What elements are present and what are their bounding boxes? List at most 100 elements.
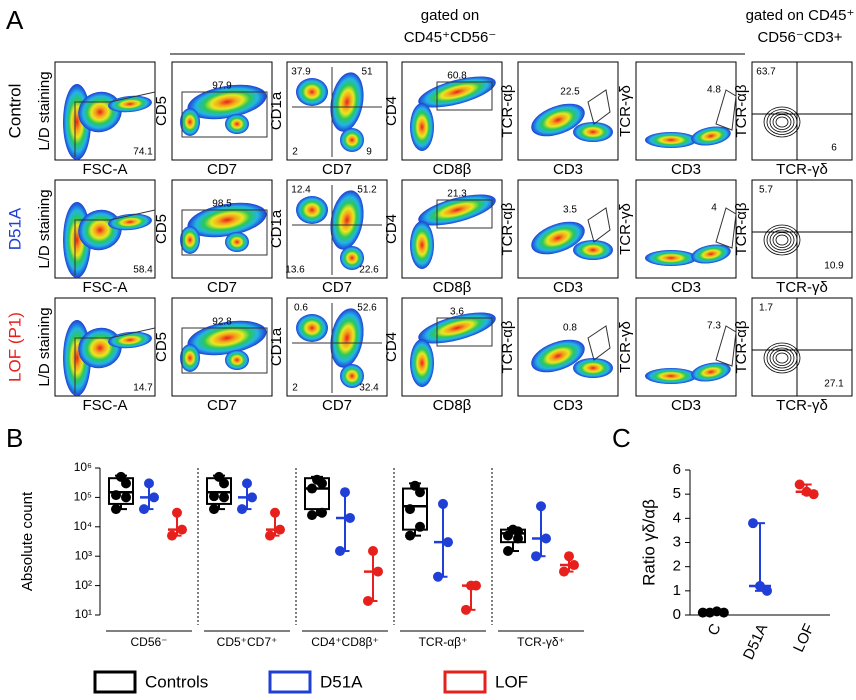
data-point bbox=[111, 490, 121, 501]
data-point bbox=[368, 546, 378, 557]
flow-plot: 92.8 CD7 CD5 bbox=[153, 297, 273, 414]
y-tick-label: 5 bbox=[673, 485, 681, 502]
gate-value: 14.7 bbox=[133, 383, 153, 394]
data-point bbox=[247, 492, 257, 503]
density-blob bbox=[418, 312, 496, 344]
density-blob bbox=[410, 103, 434, 151]
density-blob bbox=[645, 250, 697, 266]
flow-plot: 5.7 10.9 TCR-γδ TCR-αβ bbox=[733, 179, 853, 296]
x-axis-label: CD7 bbox=[322, 397, 352, 414]
flow-plot: 1.7 27.1 TCR-γδ TCR-αβ bbox=[733, 297, 853, 414]
y-axis-label: TCR-γδ bbox=[617, 203, 634, 255]
gate-value: 21.3 bbox=[447, 189, 467, 200]
data-point bbox=[503, 546, 513, 557]
x-axis-label: CD3 bbox=[553, 279, 583, 296]
density-blob bbox=[296, 78, 328, 106]
gate bbox=[715, 207, 737, 249]
y-axis-label: L/D staining bbox=[36, 71, 53, 150]
data-point bbox=[808, 489, 819, 500]
gate-value: 32.4 bbox=[359, 383, 379, 394]
gate bbox=[587, 207, 611, 243]
data-point bbox=[242, 478, 252, 489]
y-axis-label: TCR-αβ bbox=[733, 202, 750, 255]
x-tick-label: TCR-αβ⁺ bbox=[419, 635, 468, 649]
density-blob bbox=[573, 240, 613, 260]
contour bbox=[763, 224, 801, 256]
y-tick-label: 6 bbox=[673, 461, 681, 478]
gate-value: 2 bbox=[292, 383, 298, 394]
density-blob bbox=[691, 362, 731, 382]
y-axis-label: CD1a bbox=[268, 209, 285, 248]
gate bbox=[436, 317, 493, 347]
flow-plot: 14.7 FSC-A L/D staining bbox=[36, 297, 156, 414]
data-point bbox=[471, 580, 481, 591]
x-axis-label: CD7 bbox=[322, 279, 352, 296]
gate bbox=[715, 325, 737, 367]
data-point bbox=[718, 607, 729, 618]
gate-value: 22.5 bbox=[560, 87, 580, 98]
data-point bbox=[564, 551, 574, 562]
y-tick-label: 10¹ bbox=[75, 607, 92, 621]
y-tick-label: 10³ bbox=[75, 548, 92, 562]
flow-plot: 7.3 CD3 TCR-γδ bbox=[617, 297, 737, 414]
data-point bbox=[172, 507, 182, 518]
density-blob bbox=[418, 76, 496, 108]
flow-plot: 4 CD3 TCR-γδ bbox=[617, 179, 737, 296]
data-point bbox=[794, 479, 805, 490]
y-axis-label: CD5 bbox=[153, 96, 170, 126]
x-axis-label: CD3 bbox=[671, 161, 701, 178]
density-blob bbox=[330, 190, 364, 250]
data-point bbox=[209, 491, 219, 502]
x-axis-label: CD3 bbox=[671, 279, 701, 296]
gate-value: 3.6 bbox=[450, 307, 464, 318]
gate-value: 51 bbox=[361, 67, 373, 78]
density-blob bbox=[180, 108, 200, 136]
data-point bbox=[345, 512, 355, 523]
x-axis-label: CD7 bbox=[322, 161, 352, 178]
data-point bbox=[438, 498, 448, 509]
density-blob bbox=[531, 339, 585, 373]
data-point bbox=[559, 566, 569, 577]
contour bbox=[775, 116, 789, 128]
y-tick-label: 3 bbox=[673, 533, 681, 550]
y-tick-label: 1 bbox=[673, 582, 681, 599]
gate-value: 7.3 bbox=[707, 321, 721, 332]
contour bbox=[769, 347, 795, 369]
x-axis-label: CD8β bbox=[433, 161, 472, 178]
data-point bbox=[340, 487, 350, 498]
y-tick-label: 0 bbox=[673, 606, 681, 623]
y-axis-label: CD4 bbox=[383, 332, 400, 362]
data-point bbox=[307, 510, 317, 521]
y-axis-title: Absolute count bbox=[19, 491, 36, 591]
density-blob bbox=[410, 221, 434, 269]
data-point bbox=[307, 483, 317, 494]
x-tick-label: TCR-γδ⁺ bbox=[517, 635, 565, 649]
plot-frame bbox=[751, 179, 853, 279]
data-point bbox=[415, 487, 425, 498]
y-axis-label: L/D staining bbox=[36, 307, 53, 386]
data-point bbox=[755, 581, 765, 591]
gate bbox=[587, 325, 611, 361]
gate-value: 5.7 bbox=[759, 185, 773, 196]
y-axis-label: L/D staining bbox=[36, 189, 53, 268]
data-point bbox=[265, 530, 275, 541]
gate-value: 0.8 bbox=[563, 323, 577, 334]
flow-plot: 4.8 CD3 TCR-γδ bbox=[617, 61, 737, 178]
flow-plot: 37.9 51 2 9 CD7 CD1a bbox=[268, 61, 388, 178]
gate bbox=[74, 91, 156, 157]
density-blob bbox=[691, 244, 731, 264]
density-blob bbox=[340, 246, 364, 270]
density-blob bbox=[531, 103, 585, 137]
y-axis-label: TCR-γδ bbox=[617, 321, 634, 373]
flow-plot: 12.4 51.2 13.6 22.6 CD7 CD1a bbox=[268, 179, 388, 296]
data-point bbox=[762, 585, 772, 596]
gate bbox=[436, 199, 493, 229]
data-point bbox=[513, 526, 523, 537]
x-axis-label: TCR-γδ bbox=[776, 161, 828, 178]
gate bbox=[587, 89, 611, 125]
y-axis-label: CD5 bbox=[153, 332, 170, 362]
panel-label: C bbox=[612, 423, 631, 453]
contour bbox=[763, 342, 801, 374]
y-tick-label: 10⁶ bbox=[74, 460, 92, 474]
data-point bbox=[415, 521, 425, 532]
